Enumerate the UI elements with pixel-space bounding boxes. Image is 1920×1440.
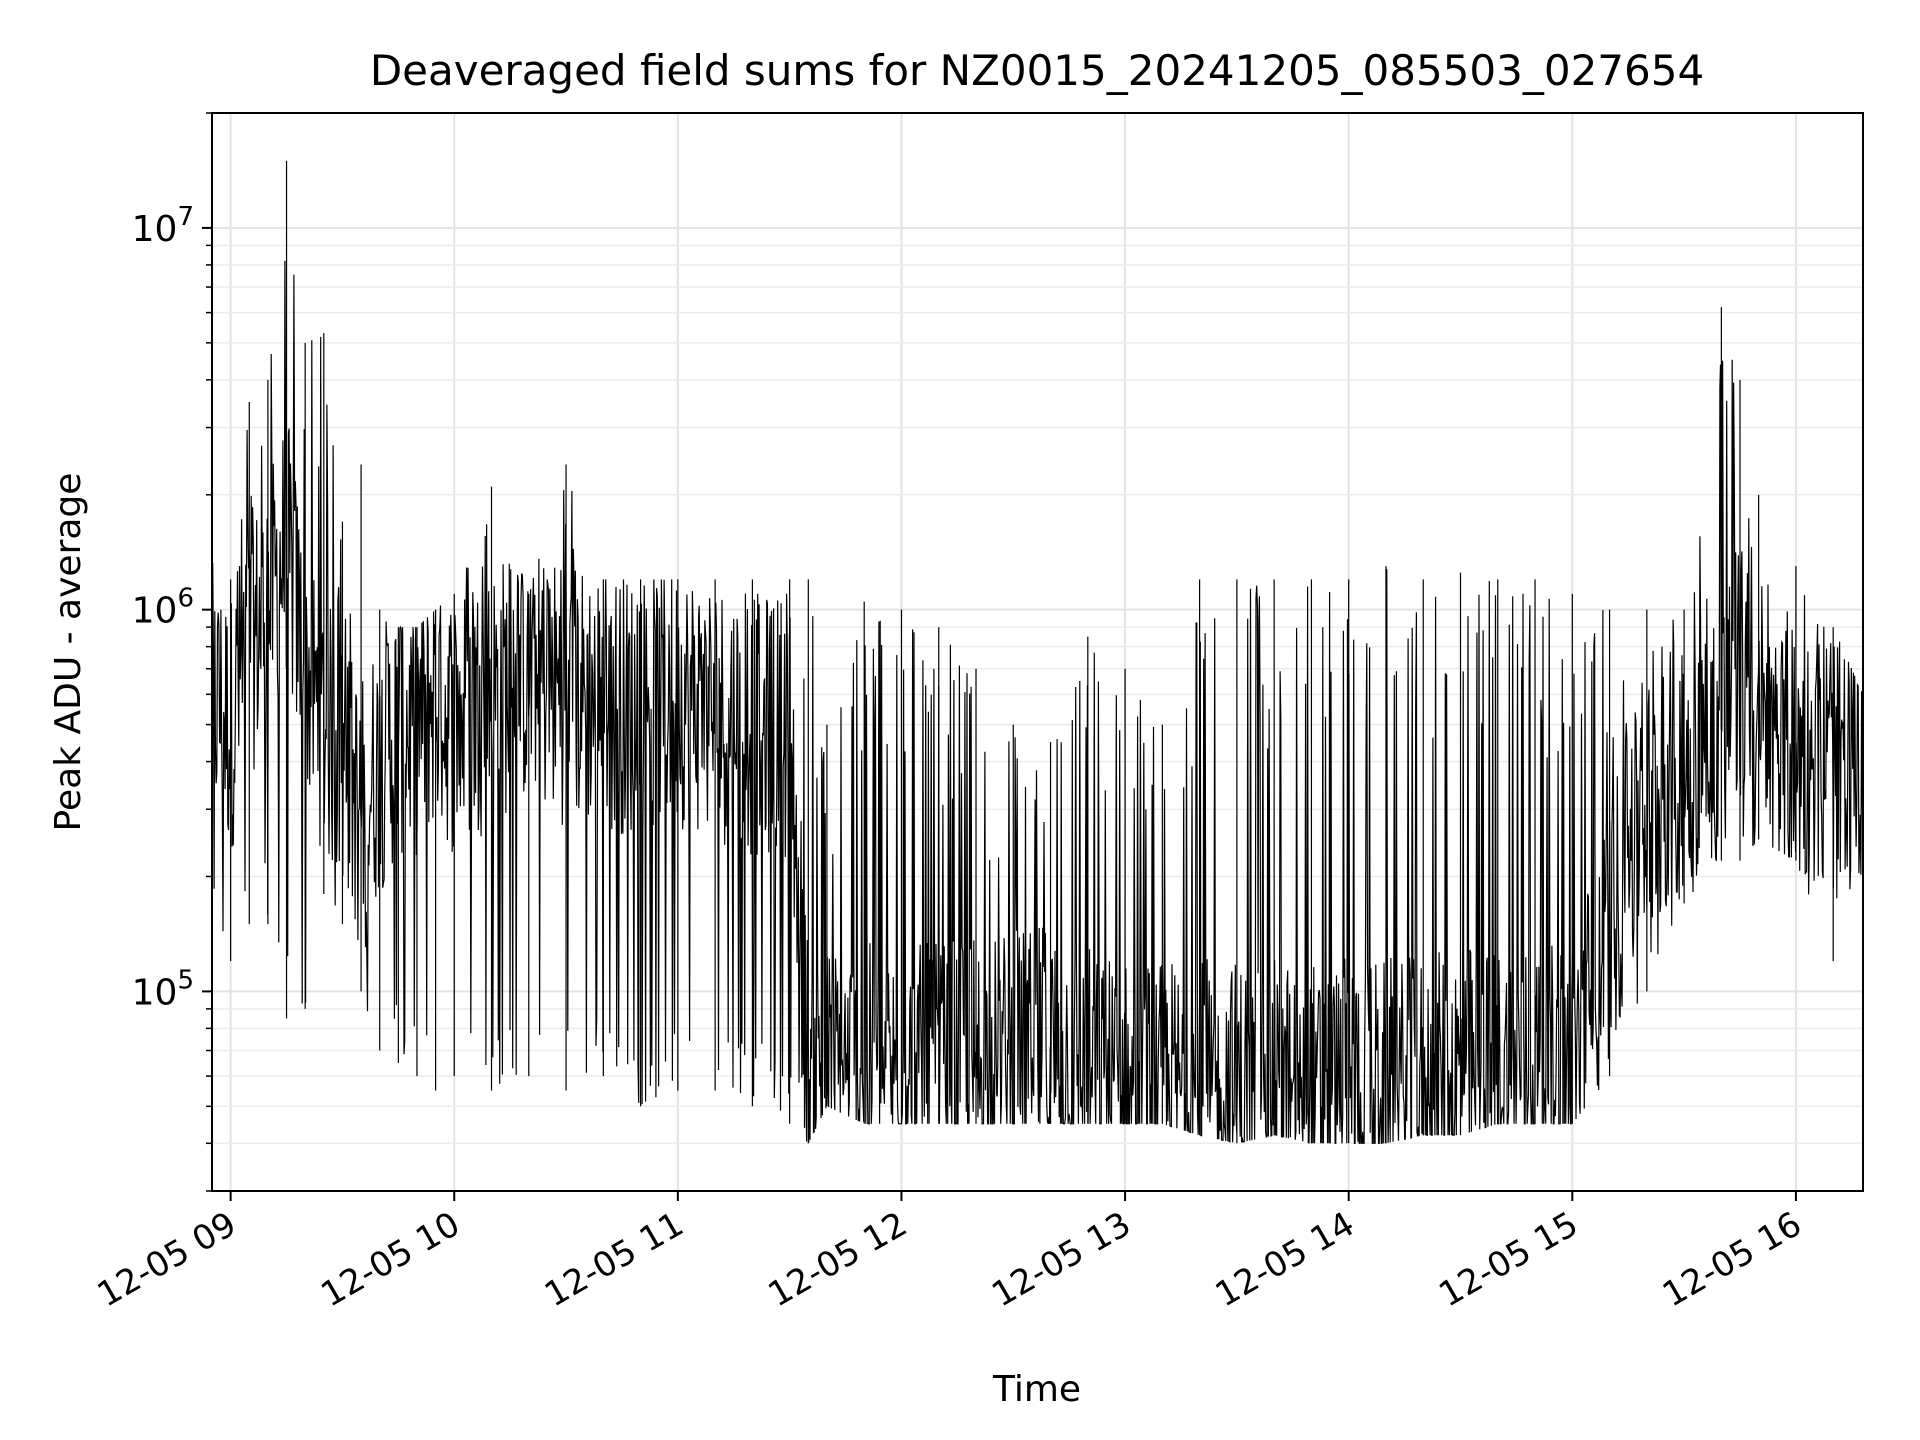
x-tick-label: 12-05 15 [1432,1204,1584,1315]
x-tick-label: 12-05 10 [314,1204,466,1315]
x-tick-label: 12-05 12 [762,1204,914,1315]
series-line [211,260,1864,1144]
data-series [211,160,1864,1144]
y-tick-label: 107 [132,202,194,250]
y-axis: 105 106 107 [132,112,212,1192]
x-tick-label: 12-05 11 [538,1204,690,1315]
chart-title: Deaveraged field sums for NZ0015_2024120… [370,46,1704,95]
x-axis-label: Time [992,1369,1081,1410]
x-tick-label: 12-05 16 [1656,1204,1808,1315]
plot-frame [211,112,1864,1192]
x-tick-label: 12-05 14 [1209,1204,1361,1315]
y-tick-label: 106 [132,584,194,632]
y-tick-label: 105 [132,965,194,1013]
x-axis: 12-05 09 12-05 10 12-05 11 12-05 12 12-05 13… [91,1191,1808,1315]
y-axis-label: Peak ADU - average [48,473,89,832]
x-tick-label: 12-05 09 [91,1204,243,1315]
x-tick-label: 12-05 13 [985,1204,1137,1315]
